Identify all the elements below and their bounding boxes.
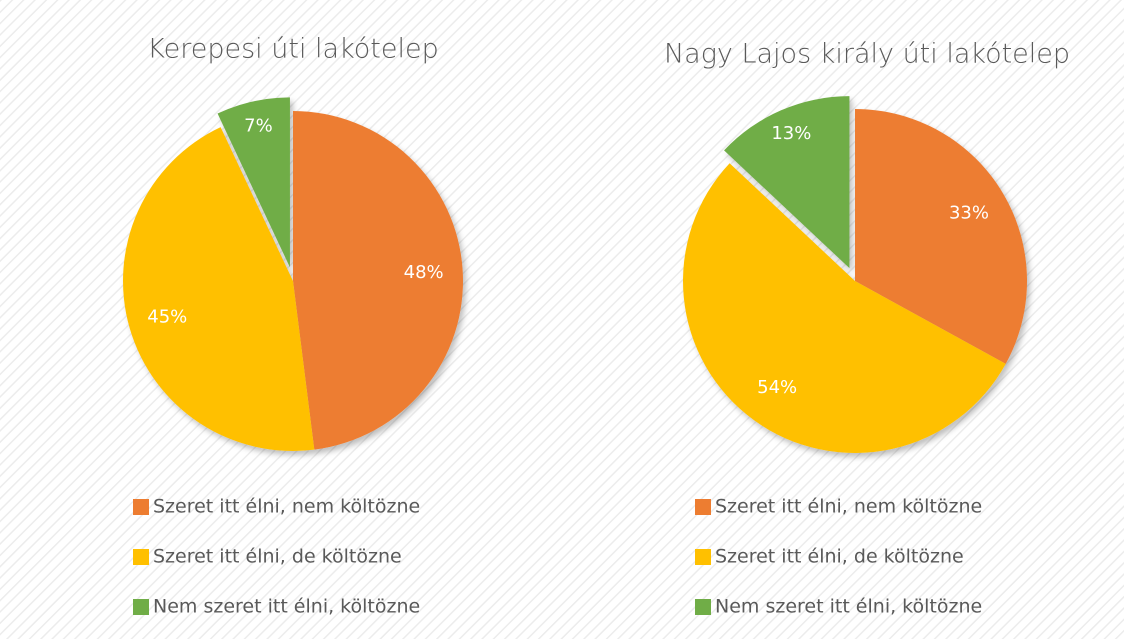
legend-swatch: [133, 549, 149, 565]
data-label: 7%: [244, 115, 273, 136]
pie-slice: [293, 111, 463, 450]
legend-swatch: [133, 499, 149, 515]
chart-title: Nagy Lajos király úti lakótelep: [664, 39, 1070, 70]
legend-label: Nem szeret itt élni, költözne: [715, 596, 982, 618]
data-label: 54%: [757, 377, 797, 398]
data-label: 33%: [949, 203, 989, 224]
data-label: 13%: [771, 123, 811, 144]
pie-slice: [217, 97, 290, 268]
legend-label: Szeret itt élni, nem költözne: [153, 496, 420, 518]
data-label: 45%: [147, 307, 187, 328]
legend-swatch: [133, 599, 149, 615]
legend-swatch: [695, 499, 711, 515]
legend-swatch: [695, 599, 711, 615]
pie: [123, 97, 463, 452]
chart-title: Kerepesi úti lakótelep: [147, 34, 438, 65]
pie-slice: [724, 96, 850, 269]
legend-label: Nem szeret itt élni, költözne: [153, 596, 420, 618]
legend-label: Szeret itt élni, nem költözne: [715, 496, 982, 518]
pie-slice: [682, 163, 1006, 454]
pie-slice: [123, 127, 315, 452]
legend-label: Szeret itt élni, de költözne: [715, 546, 964, 568]
pie: [682, 96, 1027, 454]
legend-swatch: [695, 549, 711, 565]
pie-slice: [855, 109, 1027, 364]
legend-label: Szeret itt élni, de költözne: [153, 546, 402, 568]
data-label: 48%: [404, 262, 444, 283]
